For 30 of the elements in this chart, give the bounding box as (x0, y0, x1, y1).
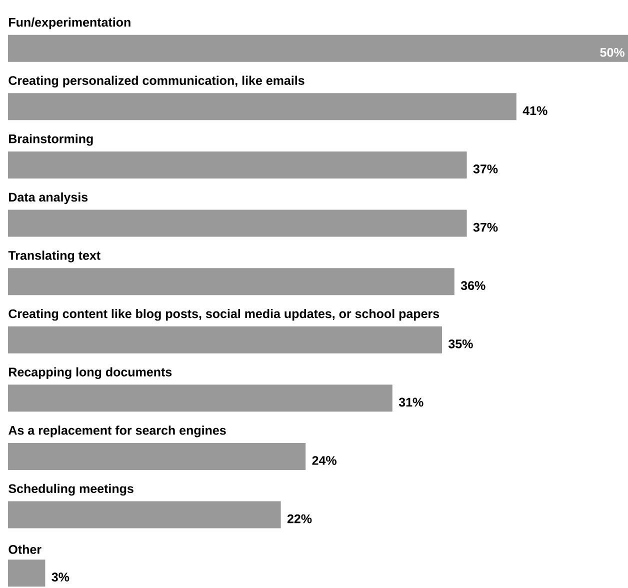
data-label: 36% (460, 281, 486, 290)
data-label: 3% (52, 572, 70, 582)
bar (8, 268, 454, 296)
y-tick-label: Scheduling meetings (8, 484, 134, 496)
y-tick-label: Creating content like blog posts, social media updates, or school papers (8, 308, 440, 321)
y-tick-label: Translating text (8, 250, 100, 262)
data-label: 41% (522, 106, 548, 116)
bar (8, 34, 628, 62)
bar (8, 93, 516, 120)
bar (8, 501, 281, 528)
data-label: 24% (312, 456, 336, 465)
y-tick-label: As a replacement for search engines (8, 426, 226, 438)
data-label: 22% (287, 514, 312, 524)
bar (8, 151, 467, 178)
bar (8, 442, 306, 470)
y-tick-label: Fun/experimentation (9, 18, 130, 30)
y-tick-label: Recapping long documents (9, 367, 172, 379)
data-label: 35% (448, 339, 473, 348)
bar (8, 210, 467, 237)
data-label: 31% (398, 398, 424, 407)
y-tick-label: Other (8, 544, 42, 554)
data-label: 37% (473, 222, 498, 232)
data-label: 50% (600, 48, 624, 57)
bar (8, 560, 46, 587)
bar (8, 326, 442, 354)
y-tick-label: Brainstorming (9, 134, 93, 146)
data-label: 37% (473, 164, 498, 174)
bar (8, 384, 392, 412)
y-tick-label: Creating personalized communication, like emails (8, 76, 304, 88)
y-tick-label: Data analysis (9, 192, 88, 204)
